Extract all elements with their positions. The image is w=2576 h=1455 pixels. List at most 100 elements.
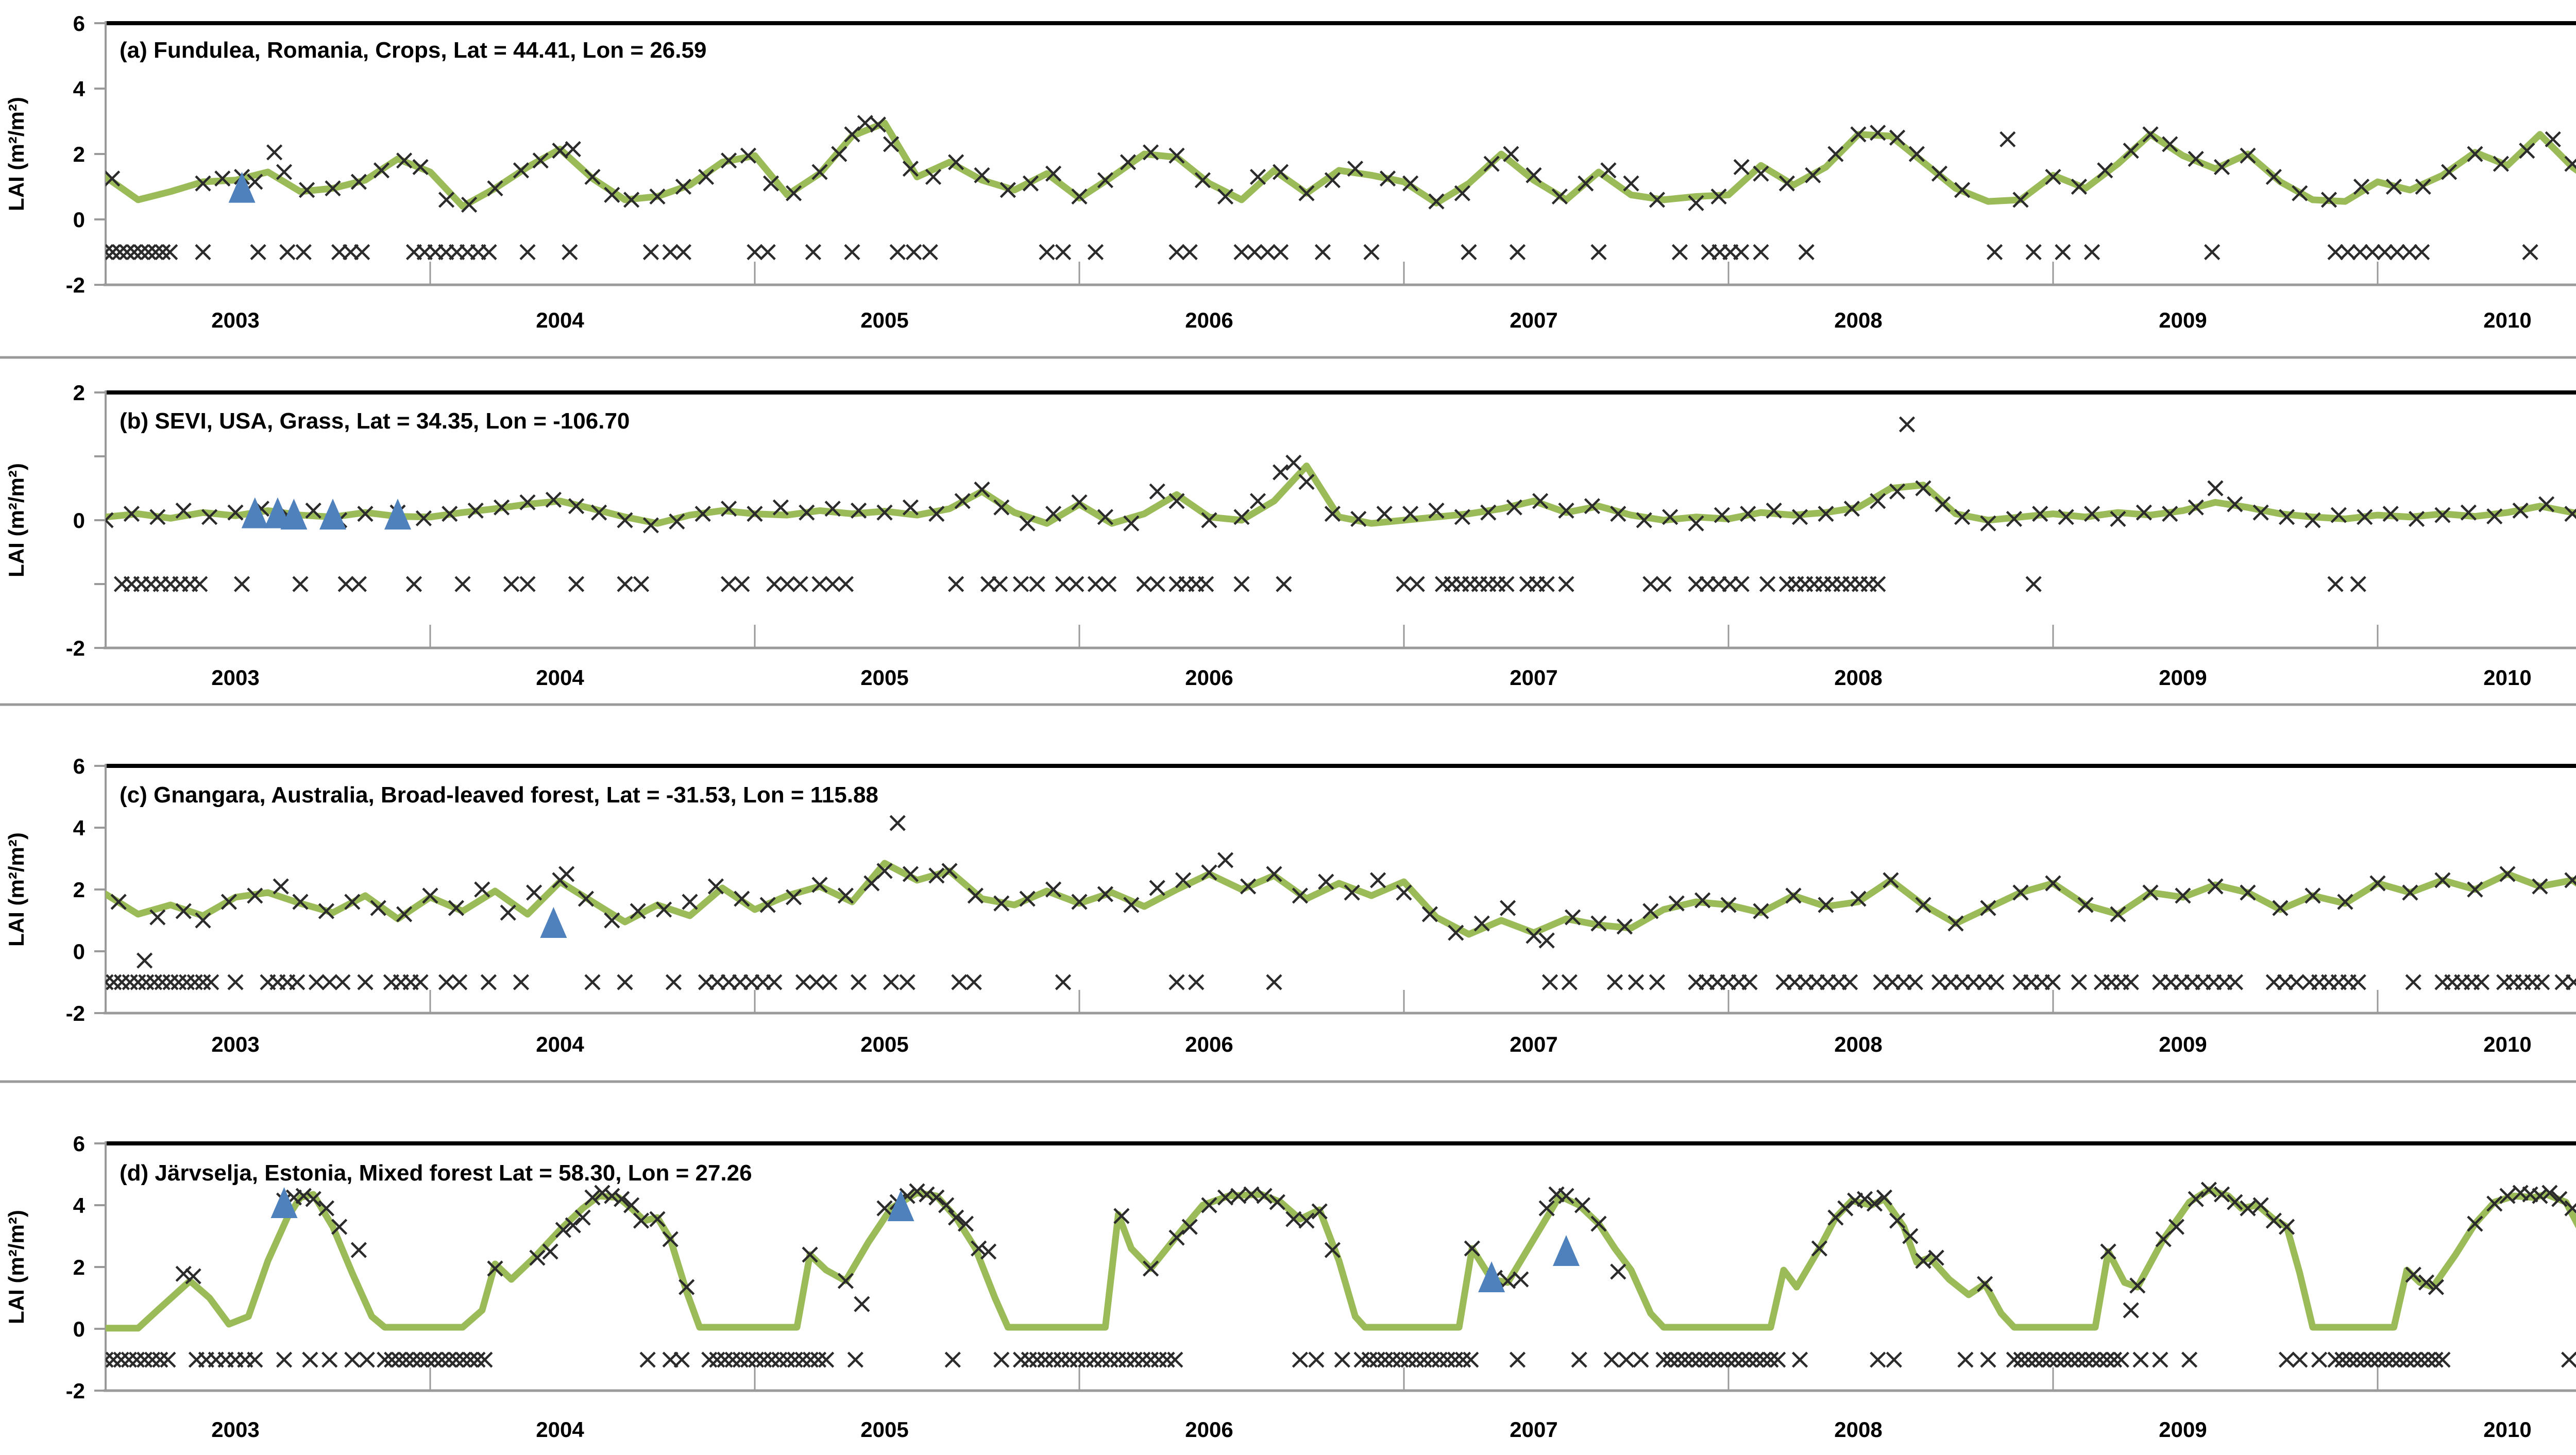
- obs-x-marker: [698, 168, 715, 185]
- flag-x-marker: [398, 1351, 414, 1368]
- flag-x-marker: [1699, 576, 1716, 592]
- obs-x-marker: [295, 1188, 312, 1204]
- obs-x-marker: [1249, 168, 1266, 185]
- obs-x-marker: [2320, 192, 2337, 208]
- observation-markers: [106, 416, 2576, 534]
- y-tick-label: 0: [73, 508, 85, 533]
- obs-x-marker: [1753, 165, 1769, 182]
- flag-x-marker: [617, 576, 633, 592]
- flag-x-marker: [1292, 1351, 1308, 1368]
- x-tick-label: 2010: [2483, 665, 2531, 690]
- flag-x-marker: [292, 576, 309, 592]
- flag-x-marker: [717, 1351, 733, 1368]
- obs-x-marker: [2252, 504, 2269, 521]
- flag-x-marker: [1126, 1351, 1143, 1368]
- lai-model-line: [106, 463, 2576, 527]
- obs-x-marker: [1584, 498, 1600, 515]
- flag-x-marker: [2044, 974, 2061, 990]
- flag-x-marker: [1931, 974, 1948, 990]
- x-tick-label: 2003: [211, 1417, 259, 1442]
- flag-x-marker: [2405, 1351, 2422, 1368]
- obs-x-marker: [2564, 872, 2576, 888]
- obs-x-marker: [2353, 178, 2370, 195]
- flag-x-marker: [771, 1351, 788, 1368]
- flag-x-marker: [377, 1351, 393, 1368]
- flag-x-marker: [1498, 576, 1515, 592]
- flag-x-marker: [106, 244, 121, 261]
- flag-x-marker: [2292, 1351, 2308, 1368]
- flag-x-marker: [1642, 576, 1659, 592]
- flag-x-marker: [250, 244, 266, 261]
- panel-d-title: (d) Järvselja, Estonia, Mixed forest Lat…: [120, 1160, 752, 1186]
- obs-x-marker: [2168, 1219, 2184, 1235]
- x-tick-label: 2009: [2159, 1032, 2207, 1056]
- obs-x-marker: [2084, 506, 2100, 522]
- flag-x-marker: [759, 244, 776, 261]
- flag-x-marker: [405, 576, 422, 592]
- flag-x-marker: [764, 1351, 780, 1368]
- flag-x-marker: [1698, 1351, 1715, 1368]
- obs-x-marker: [707, 878, 724, 895]
- flag-x-marker: [1039, 244, 1055, 261]
- flag-x-marker: [732, 1351, 749, 1368]
- flag-x-marker: [106, 1351, 114, 1368]
- obs-x-marker: [786, 185, 802, 201]
- flag-x-marker: [662, 244, 679, 261]
- obs-x-marker: [1454, 509, 1470, 525]
- obs-x-marker: [747, 506, 763, 522]
- flag-x-marker: [1061, 1351, 1078, 1368]
- obs-x-marker: [2012, 192, 2029, 208]
- obs-x-marker: [1870, 493, 1886, 509]
- flag-x-marker: [455, 1351, 471, 1368]
- obs-x-marker: [857, 115, 873, 131]
- obs-x-marker: [633, 1212, 650, 1229]
- obs-x-marker: [2006, 510, 2022, 527]
- obs-x-marker: [1908, 146, 1925, 162]
- flag-x-marker: [808, 974, 825, 990]
- obs-x-marker: [1649, 192, 1665, 208]
- flag-x-marker: [1308, 1351, 1325, 1368]
- flag-x-marker: [810, 1351, 827, 1368]
- obs-x-marker: [1273, 464, 1289, 481]
- flag-x-marker: [1907, 974, 1923, 990]
- obs-x-marker: [594, 1185, 611, 1201]
- obs-x-marker: [2467, 881, 2483, 898]
- obs-x-marker: [1143, 144, 1159, 161]
- obs-x-marker: [928, 867, 945, 884]
- obs-x-marker: [2493, 156, 2509, 172]
- obs-x-marker: [682, 894, 698, 910]
- panel-d-yaxis-label: LAI (m²/m²): [4, 1210, 28, 1324]
- obs-x-marker: [1694, 892, 1711, 909]
- flag-markers: [106, 244, 2538, 261]
- flag-x-marker: [308, 974, 325, 990]
- obs-x-marker: [2045, 168, 2061, 185]
- flag-x-marker: [519, 244, 536, 261]
- flag-x-marker: [1396, 576, 1412, 592]
- flag-x-marker: [1168, 974, 1185, 990]
- obs-x-marker: [1827, 146, 1844, 162]
- flag-x-marker: [818, 1351, 835, 1368]
- obs-x-marker: [999, 182, 1016, 198]
- flag-x-marker: [138, 974, 155, 990]
- flag-x-marker: [1068, 576, 1084, 592]
- obs-x-marker: [1610, 1263, 1626, 1280]
- obs-x-marker: [2045, 875, 2061, 892]
- obs-x-marker: [568, 498, 585, 515]
- obs-x-marker: [318, 903, 334, 919]
- obs-x-marker: [1526, 167, 1542, 183]
- flag-x-marker: [1705, 1351, 1722, 1368]
- obs-x-marker: [1889, 1212, 1906, 1229]
- obs-x-marker: [1480, 504, 1497, 521]
- flag-x-marker: [1037, 1351, 1054, 1368]
- flag-x-marker: [2352, 244, 2368, 261]
- obs-x-marker: [195, 912, 211, 929]
- y-tick-label: 6: [73, 11, 85, 36]
- panel-b-yaxis-label: LAI (m²/m²): [4, 463, 28, 577]
- obs-x-marker: [545, 491, 562, 508]
- obs-x-marker: [614, 1191, 630, 1207]
- flag-x-marker: [1086, 1351, 1102, 1368]
- ground-measurement-triangle: [1478, 1261, 1505, 1292]
- obs-x-marker: [2071, 178, 2087, 195]
- obs-x-marker: [1792, 509, 1808, 525]
- obs-x-marker: [938, 1197, 955, 1213]
